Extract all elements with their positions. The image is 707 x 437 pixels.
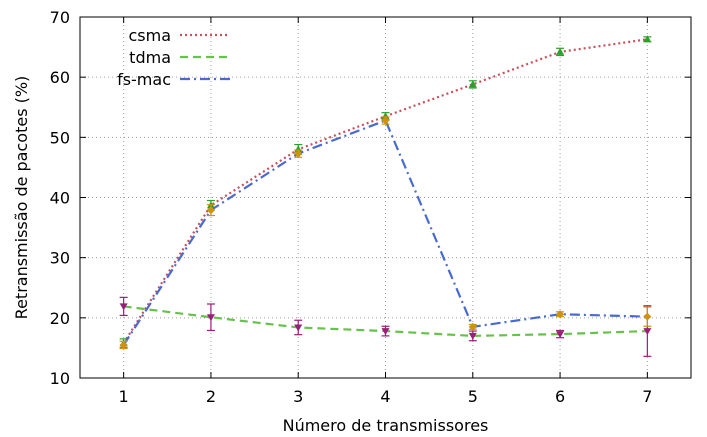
x-tick-label: 5 (468, 387, 478, 406)
data-point (468, 322, 477, 331)
data-point (468, 80, 477, 88)
data-point (381, 112, 390, 120)
series-fs-mac (119, 116, 652, 350)
y-tick-label: 60 (50, 68, 70, 87)
x-tick-label: 2 (206, 387, 216, 406)
data-point (468, 332, 477, 340)
series-csma (119, 35, 652, 348)
series-layer (119, 35, 652, 357)
legend-label: fs-mac (117, 70, 171, 89)
data-point (381, 116, 390, 125)
legend-label: tdma (129, 48, 171, 67)
x-tick-label: 7 (642, 387, 652, 406)
grid-layer (80, 17, 691, 378)
data-point (643, 312, 652, 321)
data-point (556, 331, 565, 339)
data-point (206, 314, 215, 322)
y-axis-label: Retransmissão de pacotes (%) (12, 76, 31, 320)
y-tick-label: 20 (50, 309, 70, 328)
data-point (294, 324, 303, 332)
legend-label: csma (128, 26, 171, 45)
legend: csma tdma fs-mac (117, 26, 230, 89)
data-point (119, 340, 128, 349)
data-point (556, 310, 565, 319)
series-line (122, 119, 648, 346)
series-tdma (119, 296, 652, 357)
data-point (381, 328, 390, 336)
data-point (556, 47, 565, 55)
y-tick-label: 10 (50, 369, 70, 388)
x-tick-label: 6 (555, 387, 565, 406)
data-point (294, 145, 303, 153)
data-point (643, 328, 652, 336)
x-axis-label: Número de transmissores (283, 416, 489, 435)
y-tick-label: 40 (50, 189, 70, 208)
x-tick-label: 4 (380, 387, 390, 406)
data-point (206, 206, 215, 215)
y-tick-label: 30 (50, 249, 70, 268)
tick-layer: 10 20 30 40 50 60 70 1 2 3 4 5 6 7 (50, 8, 691, 406)
data-point (643, 35, 652, 43)
data-point (294, 149, 303, 158)
x-tick-label: 3 (293, 387, 303, 406)
y-tick-label: 70 (50, 8, 70, 27)
x-tick-label: 1 (119, 387, 129, 406)
y-tick-label: 50 (50, 128, 70, 147)
data-point (119, 303, 128, 311)
